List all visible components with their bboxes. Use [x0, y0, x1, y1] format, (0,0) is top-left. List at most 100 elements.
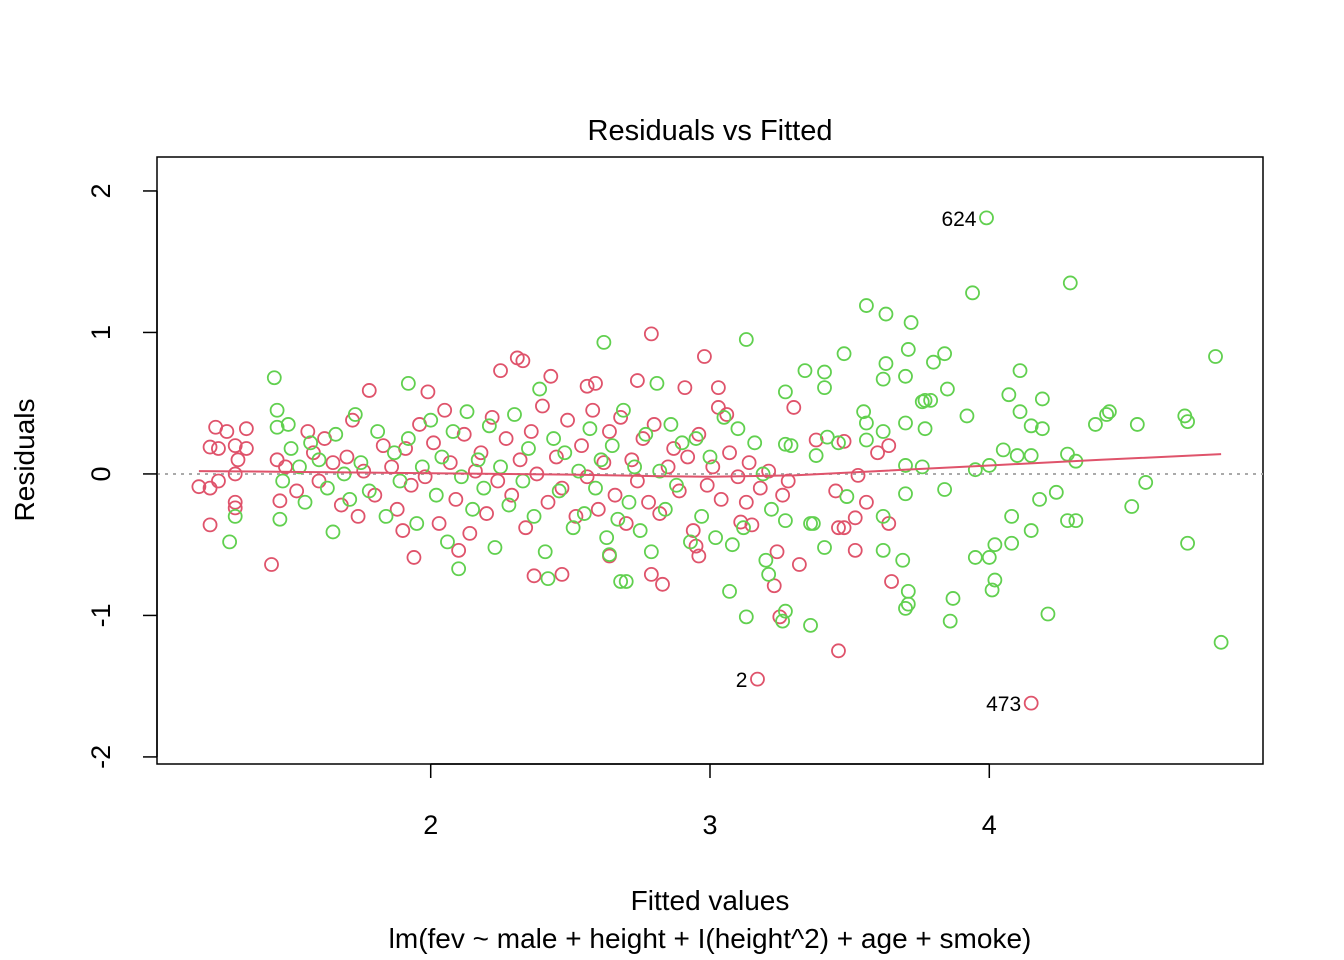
data-point-green [1004, 535, 1020, 551]
data-point-green [613, 574, 629, 589]
data-point-green [328, 426, 344, 442]
data-point-green [959, 408, 975, 424]
data-point-green [521, 441, 536, 456]
data-point-green [758, 552, 774, 568]
data-point-red [361, 383, 377, 398]
data-point-green [875, 542, 891, 558]
data-point-green [702, 449, 718, 465]
y-axis: -2 -1 0 1 2 [86, 183, 158, 769]
data-point-green [738, 332, 754, 347]
data-point-green [738, 609, 754, 625]
data-point-green [526, 508, 542, 524]
data-point-red [850, 467, 866, 483]
data-point-green [275, 473, 291, 489]
chart-title: Residuals vs Fitted [588, 115, 833, 147]
data-point-green [694, 508, 710, 524]
data-point-green [898, 600, 913, 616]
data-point-red [655, 576, 670, 592]
data-point-green [722, 583, 737, 599]
data-point-green [227, 508, 243, 524]
data-point-green [451, 561, 467, 577]
data-point-green [875, 371, 891, 387]
data-point-green [708, 530, 723, 546]
data-point-green [797, 363, 813, 379]
data-point-red [417, 469, 433, 485]
x-tick-label: 4 [982, 810, 997, 840]
data-point-red [437, 402, 453, 418]
data-point-red [479, 506, 494, 521]
data-point-red [646, 417, 662, 432]
data-point-green [937, 346, 953, 362]
data-point-green [476, 480, 492, 496]
data-point-green [571, 463, 587, 479]
data-point-green [618, 574, 634, 589]
data-point-green [736, 520, 751, 536]
data-point-red [512, 452, 528, 468]
data-point-green [588, 480, 603, 496]
data-point-red [831, 520, 846, 536]
data-point-red [389, 501, 405, 517]
data-point-green [266, 370, 282, 386]
data-point-green [663, 417, 679, 432]
data-point-red [624, 452, 640, 468]
data-point-red [395, 523, 411, 538]
data-point-red [859, 494, 874, 510]
data-point-red [847, 510, 863, 526]
data-point-green [937, 482, 953, 497]
data-point-red [431, 516, 447, 531]
data-point-red [791, 557, 807, 572]
data-point-green [361, 483, 377, 499]
data-point-green [546, 431, 561, 446]
data-point-red [202, 517, 218, 533]
data-point-green [378, 508, 394, 524]
data-point-green [1101, 404, 1117, 420]
data-point-red [456, 426, 472, 442]
data-point-red [339, 449, 355, 465]
data-point-green [582, 421, 598, 437]
data-point-red [264, 557, 279, 572]
data-point-red [710, 380, 726, 396]
data-point-green [493, 459, 508, 475]
data-point-green [967, 550, 983, 565]
data-point-red [697, 349, 712, 364]
data-point-green [400, 375, 416, 391]
data-point-red [540, 494, 556, 510]
data-point-green [783, 438, 799, 454]
data-point-red [311, 473, 327, 489]
data-point-green [440, 534, 455, 550]
data-point-red [680, 449, 696, 465]
data-point-green [761, 567, 777, 582]
data-point-red [660, 459, 676, 475]
data-point-green [1060, 446, 1075, 462]
points-layer [191, 210, 1229, 711]
data-point-red [420, 384, 436, 400]
data-point-red [515, 353, 531, 369]
data-point-green [984, 582, 1000, 598]
data-point-red [881, 438, 897, 454]
data-point-green [507, 407, 522, 422]
data-point-green [965, 285, 980, 301]
data-point-green [652, 463, 668, 479]
data-point-green [657, 501, 673, 517]
data-point-green [900, 342, 916, 357]
data-point-green [1129, 417, 1145, 432]
data-point-red [462, 525, 478, 541]
data-point-red [300, 424, 316, 439]
chart-subtitle: lm(fev ~ male + height + I(height^2) + a… [389, 923, 1032, 954]
data-point-red [211, 441, 226, 456]
data-point-red [710, 400, 726, 415]
data-point-green [764, 501, 779, 517]
data-point-green [643, 544, 659, 560]
data-point-green [859, 432, 874, 448]
data-point-green [596, 334, 612, 350]
data-point-red [585, 402, 601, 418]
data-point-red [602, 424, 617, 439]
data-point-green [669, 477, 684, 493]
data-point-green [688, 431, 704, 446]
data-point-red [356, 463, 372, 479]
point-label: 624 [941, 208, 976, 231]
data-point-green [778, 436, 793, 452]
data-point-green [724, 537, 740, 553]
data-point-green [878, 356, 894, 371]
